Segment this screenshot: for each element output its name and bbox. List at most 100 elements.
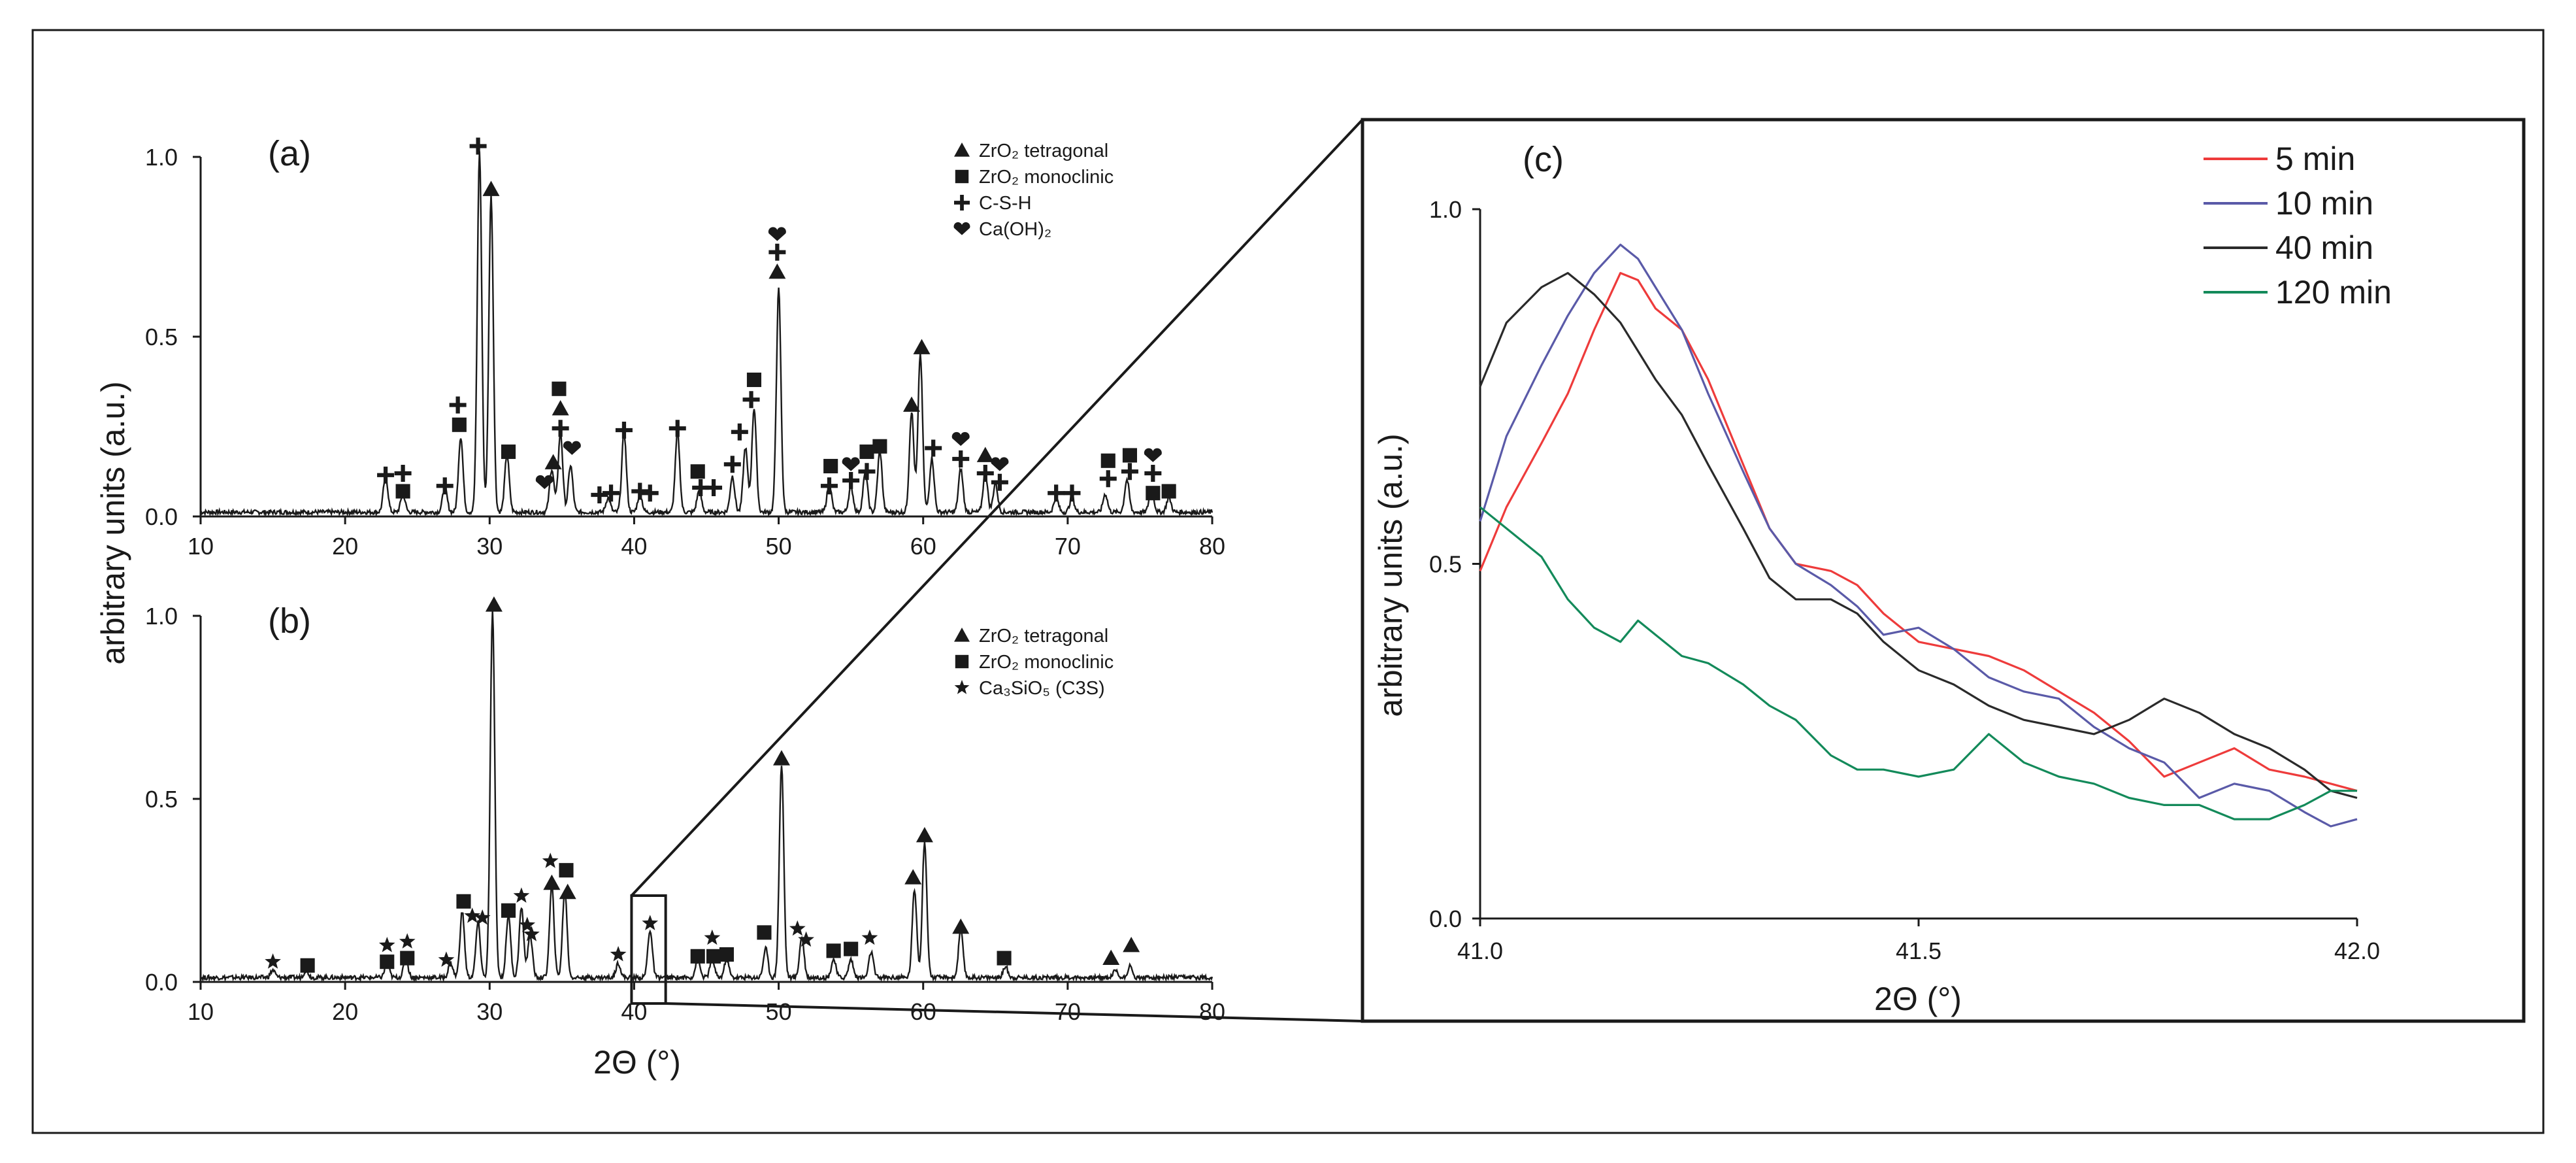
marker-star: [474, 909, 491, 925]
marker-plus: [858, 463, 876, 480]
legend-symbol-square: [955, 654, 969, 669]
marker-plus: [394, 465, 412, 482]
marker-triangle: [976, 447, 994, 462]
marker-triangle: [1123, 937, 1140, 952]
y-tick-label: 1.0: [145, 144, 178, 171]
bottom-x-axis-label: 2Θ (°): [593, 1044, 681, 1081]
legend-40min: 40 min: [2275, 229, 2373, 266]
panel-b-legend-symbols: [954, 628, 970, 694]
y-tick-label: 1.0: [145, 603, 178, 630]
x-tick-label: 70: [1055, 998, 1081, 1025]
panel-b-legend: ZrO₂ tetragonal ZrO₂ monoclinic Ca₃SiO₅ …: [954, 626, 1114, 699]
panel-b-chart: 10 20 30 40 50 60 70 800.00.51.0 (b) ZrO₂ tetra…: [145, 596, 1225, 1081]
marker-star: [861, 929, 878, 945]
panel-c-y-axis-label: arbitrary units (a.u.): [1372, 433, 1409, 716]
marker-star: [704, 929, 721, 945]
marker-plus: [436, 477, 454, 495]
marker-triangle: [544, 454, 562, 469]
panel-b-label: (b): [268, 601, 311, 641]
x-tick-label: 42.0: [2334, 937, 2380, 964]
marker-square: [1122, 448, 1137, 463]
marker-plus: [991, 473, 1008, 491]
marker-star: [519, 917, 536, 932]
x-tick-label: 10: [188, 533, 214, 560]
legend-symbol-star: [954, 680, 970, 694]
marker-plus: [641, 484, 659, 502]
x-tick-label: 30: [476, 533, 503, 560]
marker-square: [380, 954, 395, 969]
panel-c-frame: [1361, 118, 2526, 1023]
y-tick-label: 0.5: [145, 786, 178, 813]
marker-star: [523, 926, 540, 941]
legend-b-zro2-monoclinic: ZrO₂ monoclinic: [979, 652, 1114, 673]
marker-triangle: [772, 750, 790, 766]
marker-square: [826, 943, 841, 958]
marker-plus: [723, 456, 741, 473]
marker-heart: [768, 227, 786, 241]
x-tick-label: 80: [1199, 998, 1225, 1025]
marker-square: [1100, 453, 1115, 468]
marker-triangle: [1102, 949, 1120, 965]
x-tick-label: 60: [910, 533, 936, 560]
marker-square: [501, 444, 516, 460]
legend-caoh2: Ca(OH)₂: [979, 219, 1051, 240]
y-tick-label: 0.0: [1429, 905, 1462, 932]
marker-plus: [669, 420, 686, 437]
marker-plus: [377, 466, 395, 484]
marker-triangle: [552, 400, 569, 416]
marker-star: [464, 907, 481, 923]
legend-zro2-tetragonal: ZrO₂ tetragonal: [979, 141, 1108, 161]
legend-b-zro2-tetragonal: ZrO₂ tetragonal: [979, 626, 1108, 647]
panel-b-xrd-trace: [199, 610, 1214, 983]
marker-triangle: [916, 827, 933, 843]
marker-plus: [768, 243, 786, 261]
marker-triangle: [913, 339, 931, 354]
marker-star: [542, 852, 559, 868]
y-tick-label: 0.0: [145, 969, 178, 996]
x-tick-label: 41.0: [1457, 937, 1503, 964]
marker-square: [395, 484, 410, 499]
legend-120min: 120 min: [2275, 274, 2392, 311]
panel-c-label: (c): [1523, 140, 1564, 179]
panel-a-legend: ZrO₂ tetragonal ZrO₂ monoclinic C-S-H Ca…: [953, 141, 1114, 240]
marker-star: [798, 931, 814, 947]
y-tick-label: 0.0: [145, 503, 178, 530]
marker-plus: [742, 391, 760, 409]
marker-plus: [591, 486, 608, 503]
marker-plus: [976, 465, 994, 482]
legend-symbol-plus: [954, 195, 970, 211]
marker-square: [1146, 486, 1161, 501]
marker-square: [844, 941, 859, 956]
marker-heart: [991, 457, 1009, 471]
x-tick-label: 10: [188, 998, 214, 1025]
marker-square: [1161, 484, 1176, 499]
marker-triangle: [952, 919, 970, 934]
marker-square: [501, 903, 516, 918]
marker-plus: [820, 477, 838, 495]
series-line-40-min: [1479, 272, 2358, 800]
marker-plus: [692, 479, 710, 496]
marker-square: [400, 951, 415, 966]
panel-a-label: (a): [268, 134, 311, 173]
marker-plus: [1048, 484, 1065, 502]
marker-plus: [631, 482, 649, 500]
y-tick-label: 0.5: [145, 324, 178, 350]
marker-plus: [1099, 470, 1117, 488]
marker-plus: [449, 396, 467, 414]
panel-a-ticks: 10 20 30 40 50 60 70 80 0.0 0.5 1.0: [145, 144, 1225, 560]
panel-c-chart: 41.0 41.5 42.0 0.0 0.5 1.0 (c) arbitrary unit…: [1361, 118, 2526, 1023]
x-tick-label: 41.5: [1896, 937, 1941, 964]
marker-square: [746, 372, 762, 388]
marker-star: [789, 920, 806, 936]
marker-star: [642, 915, 659, 930]
marker-star: [265, 953, 281, 969]
marker-square: [706, 949, 721, 964]
legend-symbol-heart: [953, 222, 970, 235]
marker-square: [552, 381, 567, 396]
panel-c-ticks: 41.0 41.5 42.0 0.0 0.5 1.0: [1429, 196, 2380, 964]
marker-square: [559, 863, 574, 878]
marker-square: [300, 958, 315, 973]
panel-b-phase-markers: [265, 596, 1140, 973]
legend-b-c3s: Ca₃SiO₅ (C3S): [979, 678, 1105, 699]
series-line-10-min: [1479, 243, 2358, 828]
